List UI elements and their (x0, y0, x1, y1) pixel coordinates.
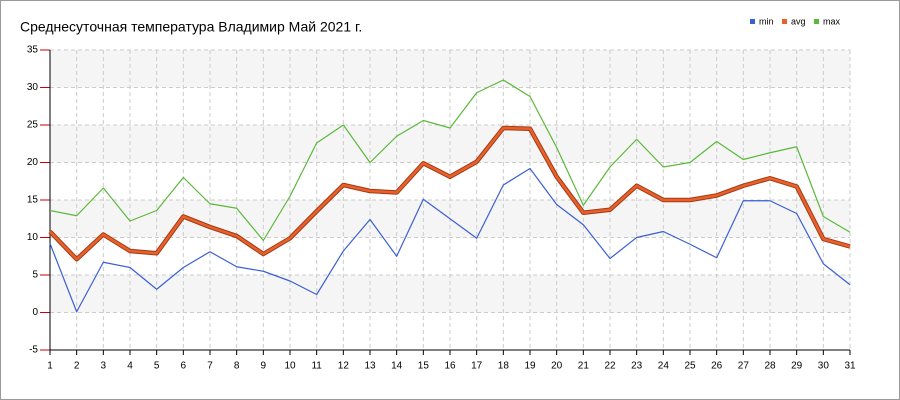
y-tick-label: 35 (27, 45, 39, 56)
x-tick-label: 15 (418, 361, 430, 372)
x-tick-label: 17 (471, 361, 483, 372)
legend-swatch (814, 19, 819, 24)
x-tick-label: 11 (311, 361, 322, 372)
x-tick-label: 30 (818, 361, 830, 372)
x-tick-label: 18 (498, 361, 510, 372)
y-tick-label: 25 (27, 120, 39, 131)
y-tick-label: 30 (27, 82, 39, 93)
x-tick-label: 23 (631, 361, 643, 372)
x-tick-label: 6 (181, 361, 187, 372)
x-tick-label: 1 (47, 361, 53, 372)
y-tick-label: 10 (27, 232, 39, 243)
x-tick-label: 2 (74, 361, 80, 372)
x-tick-label: 7 (207, 361, 213, 372)
y-tick-label: 0 (32, 307, 38, 318)
x-tick-label: 10 (284, 361, 296, 372)
y-tick-label: 20 (27, 157, 39, 168)
series-line (49, 79, 851, 242)
series-line (49, 126, 851, 261)
x-tick-label: 22 (604, 361, 616, 372)
x-tick-label: 26 (711, 361, 723, 372)
x-tick-label: 21 (578, 361, 590, 372)
y-tick-label: -5 (29, 345, 38, 356)
series-line (49, 167, 851, 313)
legend-label: max (823, 16, 841, 26)
y-tick-label: 15 (27, 195, 39, 206)
x-tick-label: 9 (261, 361, 267, 372)
legend-swatch (782, 19, 787, 24)
x-tick-label: 27 (738, 361, 750, 372)
x-tick-label: 4 (127, 361, 133, 372)
x-tick-label: 24 (658, 361, 670, 372)
legend-swatch (750, 19, 755, 24)
x-tick-label: 28 (764, 361, 776, 372)
x-tick-label: 20 (551, 361, 563, 372)
grid-band (50, 275, 850, 313)
x-tick-label: 5 (154, 361, 160, 372)
legend-label: avg (791, 16, 806, 26)
x-tick-label: 25 (684, 361, 696, 372)
x-tick-label: 3 (101, 361, 107, 372)
x-tick-label: 14 (391, 361, 403, 372)
x-tick-label: 12 (338, 361, 350, 372)
x-tick-label: 31 (844, 361, 856, 372)
x-tick-label: 16 (444, 361, 456, 372)
x-tick-label: 13 (364, 361, 376, 372)
legend-label: min (759, 16, 774, 26)
y-tick-label: 5 (32, 270, 38, 281)
x-tick-label: 8 (234, 361, 240, 372)
x-tick-label: 29 (791, 361, 803, 372)
x-tick-label: 19 (524, 361, 536, 372)
chart-title: Среднесуточная температура Владимир Май … (20, 19, 362, 35)
